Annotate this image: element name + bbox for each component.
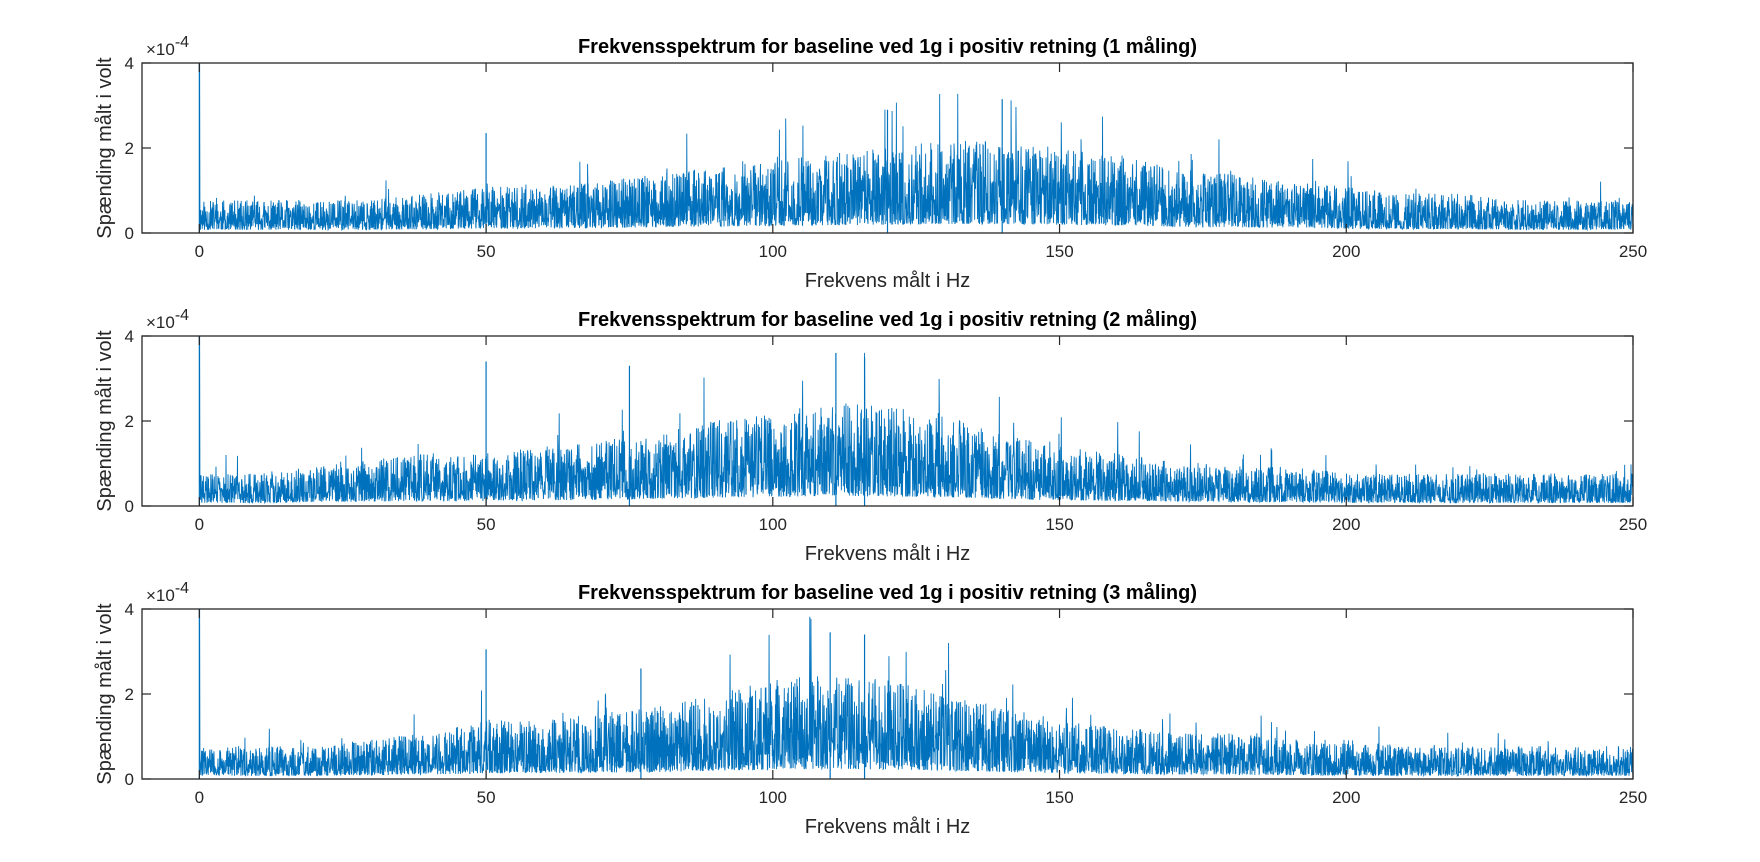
y-tick-label-1-2: 2 <box>125 139 134 158</box>
y-exponent-label-1: ×10-4 <box>146 34 189 59</box>
x-axis-label-2: Frekvens målt i Hz <box>805 543 971 565</box>
x-tick-label-1-100: 100 <box>759 242 787 261</box>
x-tick-label-3-100: 100 <box>759 788 787 807</box>
chart-title-3: Frekvensspektrum for baseline ved 1g i p… <box>578 581 1197 604</box>
chart-title-2: Frekvensspektrum for baseline ved 1g i p… <box>578 308 1197 331</box>
x-axis-label-3: Frekvens målt i Hz <box>805 816 971 838</box>
x-tick-label-3-150: 150 <box>1045 788 1073 807</box>
x-tick-label-3-250: 250 <box>1619 788 1647 807</box>
x-tick-label-2-200: 200 <box>1332 515 1360 534</box>
x-tick-label-3-0: 0 <box>195 788 204 807</box>
y-tick-label-2-4: 4 <box>125 327 134 346</box>
chart-panel-2: 0 50 100 150 200 250 0 2 4 ×10-4 Frekvensspektrum … <box>94 307 1647 565</box>
y-tick-label-1-4: 4 <box>125 54 134 73</box>
series-line-3 <box>199 609 1633 778</box>
x-tick-label-1-200: 200 <box>1332 242 1360 261</box>
x-tick-label-1-150: 150 <box>1045 242 1073 261</box>
x-tick-label-1-250: 250 <box>1619 242 1647 261</box>
y-tick-label-3-4: 4 <box>125 600 134 619</box>
x-tick-label-3-200: 200 <box>1332 788 1360 807</box>
x-tick-label-2-50: 50 <box>477 515 496 534</box>
x-tick-label-3-50: 50 <box>477 788 496 807</box>
chart-title-1: Frekvensspektrum for baseline ved 1g i p… <box>578 35 1197 58</box>
x-tick-label-2-100: 100 <box>759 515 787 534</box>
y-exponent-label-2: ×10-4 <box>146 307 189 332</box>
chart-panel-1: 0 50 100 150 200 250 0 2 4 ×10-4 Frekvensspektrum … <box>94 34 1647 292</box>
x-tick-label-2-150: 150 <box>1045 515 1073 534</box>
y-tick-label-2-0: 0 <box>125 497 134 516</box>
y-tick-label-3-0: 0 <box>125 770 134 789</box>
y-tick-label-1-0: 0 <box>125 224 134 243</box>
x-tick-label-1-0: 0 <box>195 242 204 261</box>
y-axis-label-2: Spænding målt i volt <box>94 330 116 512</box>
y-exponent-label-3: ×10-4 <box>146 580 189 605</box>
x-tick-label-2-250: 250 <box>1619 515 1647 534</box>
y-axis-label-1: Spænding målt i volt <box>94 57 116 239</box>
y-tick-label-3-2: 2 <box>125 685 134 704</box>
chart-panel-3: 0 50 100 150 200 250 0 2 4 ×10-4 Frekvensspektrum … <box>94 580 1647 838</box>
series-line-2 <box>199 336 1633 505</box>
x-tick-label-1-50: 50 <box>477 242 496 261</box>
x-tick-label-2-0: 0 <box>195 515 204 534</box>
y-axis-label-3: Spænding målt i volt <box>94 603 116 785</box>
x-axis-label-1: Frekvens målt i Hz <box>805 270 971 292</box>
y-tick-label-2-2: 2 <box>125 412 134 431</box>
series-line-1 <box>199 63 1633 232</box>
